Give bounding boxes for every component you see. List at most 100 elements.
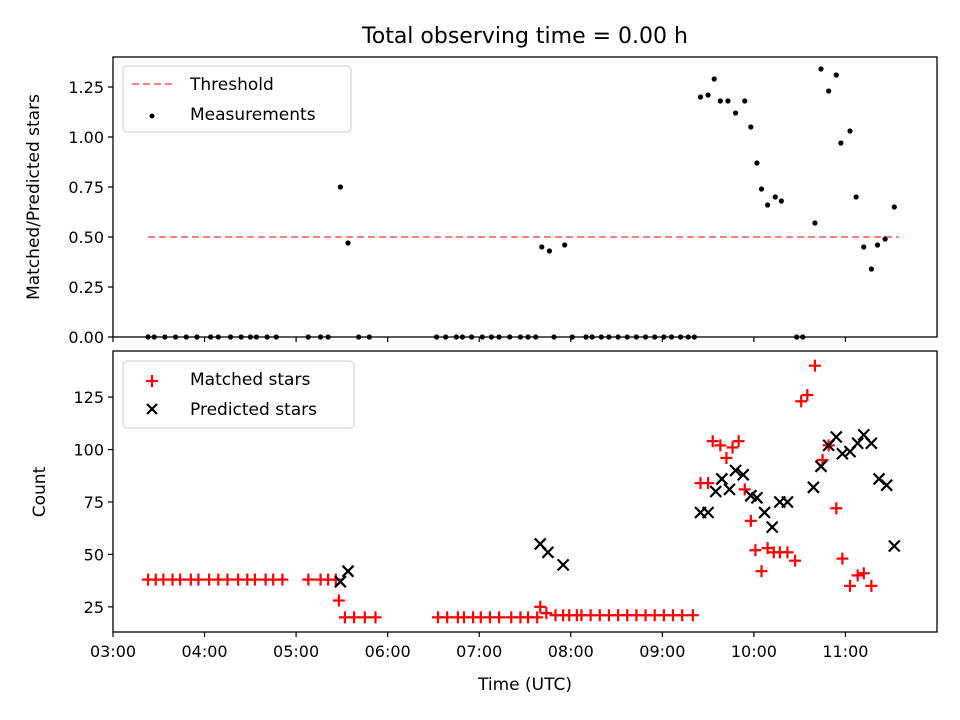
measurement-point bbox=[874, 242, 881, 248]
measurement-point bbox=[812, 220, 818, 226]
predicted-stars-point bbox=[709, 485, 723, 498]
bottom-panel: Count Time (UTC) 25 50 75 100 125 03:00 04:00… bbox=[30, 350, 938, 695]
measurement-point bbox=[562, 242, 568, 248]
measurement-point bbox=[765, 202, 771, 208]
x-tick-label: 03:00 bbox=[90, 642, 136, 661]
matched-stars-point bbox=[369, 611, 382, 624]
bottom-legend-box bbox=[122, 360, 355, 429]
matched-stars-point bbox=[174, 573, 187, 586]
y-tick-label: 100 bbox=[73, 441, 104, 460]
measurement-point bbox=[337, 184, 343, 190]
matched-stars-point bbox=[781, 546, 794, 559]
matched-stars-point bbox=[844, 579, 857, 592]
matched-stars-point bbox=[686, 609, 699, 622]
predicted-stars-point bbox=[750, 491, 764, 505]
legend-matched-marker bbox=[146, 375, 158, 387]
matched-stars-point bbox=[789, 554, 802, 567]
measurement-point bbox=[754, 160, 760, 166]
x-tick-label: 04:00 bbox=[182, 642, 228, 661]
matched-stars-point bbox=[248, 573, 261, 586]
matched-stars-point bbox=[276, 573, 289, 586]
measurement-point bbox=[748, 124, 754, 130]
top-plot-area bbox=[145, 66, 899, 340]
matched-stars-point bbox=[801, 389, 814, 402]
legend-measurements-marker bbox=[149, 113, 155, 119]
measurement-point bbox=[725, 98, 731, 104]
measurement-point bbox=[705, 92, 711, 98]
y-tick-label: 0.25 bbox=[68, 278, 104, 297]
predicted-stars-point bbox=[736, 468, 750, 482]
measurement-point bbox=[868, 266, 874, 272]
top-axes-frame bbox=[112, 56, 938, 338]
matched-stars-point bbox=[738, 483, 751, 496]
measurement-point bbox=[882, 236, 888, 242]
matched-stars-point bbox=[851, 569, 864, 582]
matched-stars-point bbox=[221, 573, 234, 586]
y-tick-label: 0.00 bbox=[68, 328, 104, 347]
matched-stars-point bbox=[755, 565, 768, 578]
measurement-point bbox=[847, 128, 853, 134]
bottom-ylabel: Count bbox=[30, 466, 50, 517]
matched-stars-point bbox=[332, 594, 345, 607]
measurement-point bbox=[853, 194, 859, 200]
predicted-stars-point bbox=[836, 447, 849, 461]
measurement-point bbox=[818, 66, 824, 72]
matched-stars-point bbox=[720, 451, 733, 464]
top-y-axis-ticks: 0.00 0.25 0.50 0.75 1.00 1.25 bbox=[68, 78, 113, 347]
x-tick-label: 06:00 bbox=[365, 642, 411, 661]
y-tick-label: 0.75 bbox=[68, 178, 104, 197]
y-tick-label: 0.50 bbox=[68, 228, 104, 247]
matched-stars-point bbox=[865, 579, 878, 592]
matched-stars-point bbox=[749, 544, 762, 557]
measurement-point bbox=[758, 186, 765, 192]
matched-stars-point bbox=[836, 552, 849, 565]
y-tick-label: 1.00 bbox=[68, 128, 104, 147]
predicted-stars-point bbox=[758, 506, 771, 519]
predicted-stars-point bbox=[765, 520, 779, 534]
predicted-stars-point bbox=[334, 575, 347, 588]
bottom-axes-frame bbox=[112, 350, 938, 633]
measurement-point bbox=[861, 244, 867, 250]
matched-stars-point bbox=[348, 611, 361, 624]
predicted-stars-point bbox=[701, 506, 715, 519]
top-legend: Threshold Measurements bbox=[122, 65, 352, 133]
predicted-stars-point bbox=[851, 436, 864, 450]
matched-stars-point bbox=[493, 611, 506, 624]
y-tick-label: 75 bbox=[84, 493, 104, 512]
measurement-point bbox=[778, 198, 784, 204]
measurement-point bbox=[717, 98, 723, 104]
matched-stars-point bbox=[732, 435, 745, 448]
measurement-point bbox=[732, 110, 739, 116]
x-tick-label: 05:00 bbox=[273, 642, 319, 661]
predicted-stars-point bbox=[729, 464, 742, 477]
matched-stars-point bbox=[714, 439, 727, 452]
measurement-point bbox=[546, 248, 553, 254]
predicted-stars-point bbox=[556, 558, 570, 572]
legend-matched-label: Matched stars bbox=[190, 370, 310, 390]
measurement-point bbox=[891, 204, 897, 210]
predicted-stars-point bbox=[830, 430, 843, 444]
matched-stars-point bbox=[358, 611, 371, 624]
predicted-stars-point bbox=[723, 483, 736, 496]
measurement-point bbox=[697, 94, 704, 100]
x-tick-label: 09:00 bbox=[639, 642, 685, 661]
predicted-stars-point bbox=[781, 495, 794, 509]
matched-stars-point bbox=[534, 600, 547, 613]
top-legend-box bbox=[122, 65, 352, 133]
predicted-stars-point bbox=[541, 546, 555, 559]
top-panel: Total observing time = 0.00 h Matched/Pr… bbox=[24, 24, 938, 347]
matched-stars-point bbox=[531, 611, 544, 624]
matched-stars-point bbox=[726, 441, 739, 454]
top-ylabel: Matched/Predicted stars bbox=[24, 94, 44, 300]
legend-threshold-label: Threshold bbox=[189, 75, 274, 95]
matched-stars-point bbox=[302, 573, 315, 586]
matched-stars-point bbox=[702, 477, 715, 490]
x-tick-label: 10:00 bbox=[731, 642, 777, 661]
x-tick-label: 11:00 bbox=[822, 642, 868, 661]
bottom-xlabel: Time (UTC) bbox=[477, 675, 572, 695]
matched-stars-point bbox=[706, 435, 719, 448]
measurement-point bbox=[742, 98, 748, 104]
matched-stars-point bbox=[540, 607, 553, 620]
measurement-point bbox=[711, 76, 717, 82]
predicted-stars-point bbox=[865, 436, 878, 450]
